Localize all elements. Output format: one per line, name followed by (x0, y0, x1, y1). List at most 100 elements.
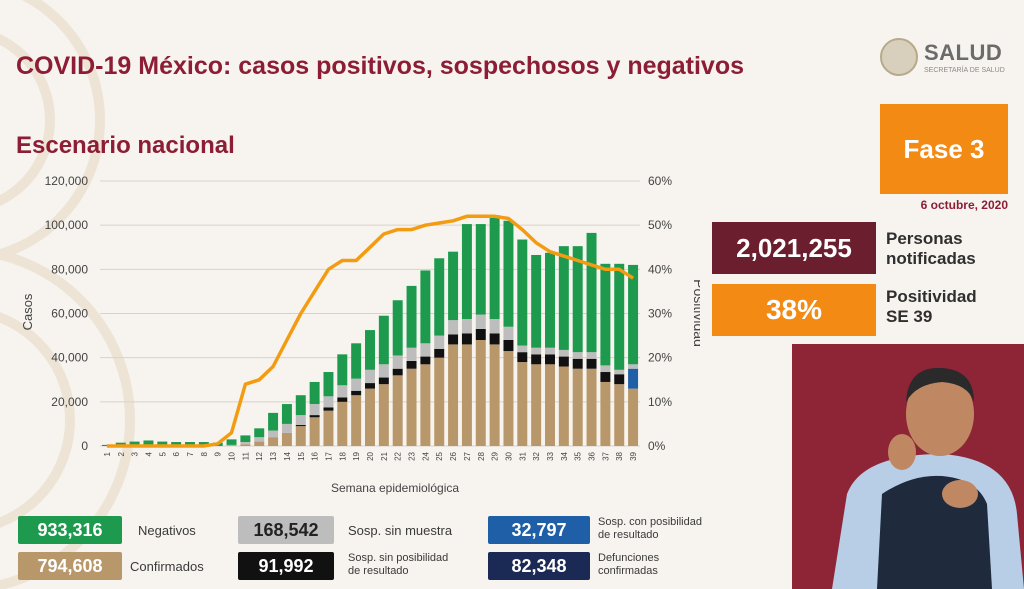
bar-sosp-sin-muestra (240, 442, 251, 445)
bar-negativos (157, 441, 168, 446)
bar-negativos (323, 372, 334, 397)
bar-sosp-sin-muestra (268, 430, 279, 438)
positivity-label-line-1: Positividad (886, 287, 977, 306)
bar-confirmados (365, 388, 375, 446)
bar-confirmados (254, 441, 265, 446)
bar-sosp-sin-pos (461, 333, 472, 345)
x-tick-label: 21 (380, 451, 389, 460)
positivity-label-line-2: SE 39 (886, 307, 933, 326)
bar-confirmados (448, 344, 459, 446)
bar-sosp-sin-pos (378, 377, 389, 385)
y-axis-ticks: 0 20,000 40,000 60,000 80,000 100,000 120,000 (45, 174, 89, 453)
notified-label-line-2: notificadas (886, 249, 976, 268)
section-subtitle: Escenario nacional (16, 132, 235, 159)
sosp-con-pos-value: 32,797 (488, 516, 590, 544)
bar-sosp-sin-muestra (226, 444, 237, 446)
x-tick-label: 16 (311, 451, 320, 460)
bar-confirmados (558, 366, 569, 446)
bar-sosp-sin-muestra (420, 343, 431, 357)
bar-confirmados (517, 362, 528, 446)
bar-sosp-sin-muestra (475, 314, 486, 329)
y2-axis-ticks: 0% 10% 20% 30% 40% 50% 60% (648, 174, 672, 453)
bar-sosp-sin-muestra (365, 369, 375, 384)
bar-confirmados (628, 388, 639, 446)
bar-sosp-sin-muestra (558, 349, 569, 357)
x-tick-label: 11 (241, 451, 250, 460)
bar-sosp-sin-pos (365, 383, 375, 389)
x-tick-label: 20 (366, 451, 375, 460)
negativos-label: Negativos (138, 523, 196, 538)
x-tick-label: 9 (214, 451, 223, 456)
bar-negativos (378, 315, 389, 365)
x-tick-label: 32 (532, 451, 541, 460)
x-tick-label: 3 (131, 451, 140, 456)
x-tick-label: 8 (200, 451, 209, 456)
bar-confirmados (281, 432, 292, 446)
x-tick-label: 34 (560, 451, 569, 460)
y-tick-label: 0 (81, 439, 88, 453)
x-tick-label: 39 (629, 451, 638, 460)
bar-negativos (448, 251, 459, 321)
bar-confirmados (545, 364, 555, 446)
seal-icon (880, 38, 918, 76)
bar-sosp-sin-pos (475, 328, 486, 340)
notified-label: Personas notificadas (886, 229, 976, 269)
bar-negativos (171, 442, 182, 446)
x-axis-ticks: 1 2 3 4 5 6 7 8 9 10 11 12 13 14 15 16 17 18 19 20 21 22 23 24 2… (103, 451, 638, 460)
page-title: COVID-19 México: casos positivos, sospec… (16, 52, 745, 80)
bar-confirmados (489, 344, 500, 446)
y2-tick-label: 0% (648, 439, 666, 453)
y2-tick-label: 60% (648, 174, 672, 188)
sosp-con-pos-label-line-2: de resultado (598, 529, 659, 541)
x-tick-label: 15 (297, 451, 306, 460)
positivity-line (106, 214, 635, 448)
bar-sosp-sin-muestra (309, 404, 320, 416)
bar-sosp-sin-pos (517, 352, 528, 363)
bar-sosp-sin-pos (406, 360, 417, 369)
interpreter-video (792, 344, 1024, 589)
bar-sosp-sin-pos (489, 333, 500, 345)
bar-sosp-sin-pos (558, 356, 569, 367)
bar-sosp-sin-pos (572, 358, 583, 369)
bar-sosp-sin-muestra (295, 415, 306, 426)
bar-confirmados (295, 426, 306, 446)
y-tick-label: 60,000 (51, 307, 88, 321)
bar-confirmados (614, 384, 625, 446)
bar-negativos (531, 254, 542, 348)
bar-negativos (281, 404, 292, 424)
y-tick-label: 120,000 (45, 174, 89, 188)
bar-negativos (489, 215, 500, 320)
bar-sosp-sin-pos (420, 356, 431, 365)
sosp-sin-pos-label-line-1: Sosp. sin posibilidad (348, 552, 449, 564)
chart-bars (101, 215, 639, 446)
x-tick-label: 5 (158, 451, 167, 456)
x-tick-label: 36 (588, 451, 597, 460)
defunciones-label-line-2: confirmadas (598, 565, 658, 577)
bar-sosp-sin-muestra (448, 320, 459, 335)
bar-negativos (545, 252, 555, 348)
confirmados-label: Confirmados (130, 559, 204, 574)
bar-sosp-sin-pos (309, 415, 320, 418)
bar-negativos (461, 224, 472, 320)
bar-confirmados (406, 368, 417, 446)
bar-sosp-sin-muestra (337, 385, 348, 398)
bar-negativos (503, 220, 514, 327)
bar-confirmados (240, 444, 251, 446)
x-tick-label: 31 (518, 451, 527, 460)
bar-sosp-sin-muestra (531, 347, 542, 355)
bar-confirmados (337, 401, 348, 446)
bar-negativos (628, 264, 639, 365)
bar-confirmados (475, 340, 486, 446)
y-axis-label: Casos (20, 293, 35, 330)
bar-sosp-sin-pos (503, 340, 514, 352)
bar-sosp-sin-pos (531, 354, 542, 365)
bar-negativos (406, 285, 417, 348)
bar-negativos (337, 354, 348, 386)
bar-sosp-sin-muestra (600, 365, 611, 373)
y2-tick-label: 10% (648, 395, 672, 409)
x-tick-label: 30 (504, 451, 513, 460)
notified-label-line-1: Personas (886, 229, 963, 248)
y2-tick-label: 50% (648, 218, 672, 232)
x-tick-label: 6 (172, 451, 181, 456)
